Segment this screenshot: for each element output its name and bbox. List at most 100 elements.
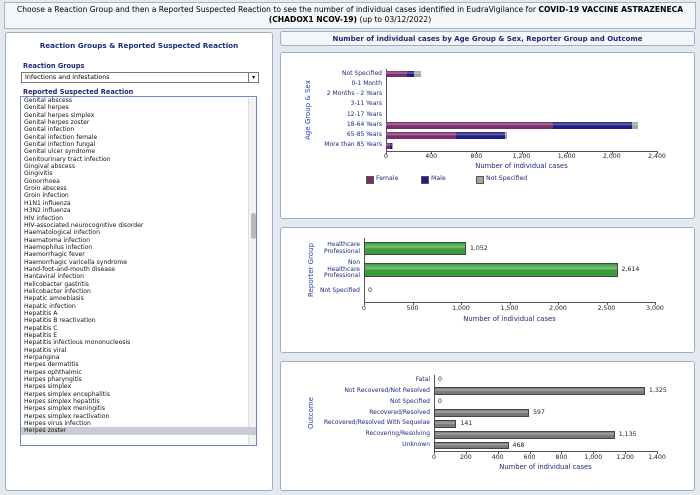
- reaction-item[interactable]: Genital herpes: [24, 104, 69, 112]
- reaction-item[interactable]: Genital infection female: [24, 133, 98, 141]
- reaction-item[interactable]: Hand-foot-and-mouth disease: [24, 265, 115, 273]
- reaction-item[interactable]: Gonorrhoea: [24, 177, 60, 185]
- reaction-item[interactable]: Herpes ophthalmic: [24, 368, 82, 376]
- reaction-item[interactable]: Genital infection fungal: [24, 141, 96, 149]
- reaction-item[interactable]: Genitourinary tract infection: [24, 155, 111, 163]
- tick-mark: [412, 302, 414, 305]
- tick-mark: [625, 451, 627, 454]
- reaction-item[interactable]: HIV-associated neurocognitive disorder: [24, 221, 144, 229]
- x-tick-label: 500: [406, 305, 419, 312]
- reaction-item[interactable]: Genital ulcer syndrome: [24, 148, 96, 156]
- axis-line: [386, 69, 387, 151]
- bar-segment: [553, 122, 633, 129]
- x-axis-title: Number of individual cases: [475, 162, 568, 170]
- bar: [364, 242, 467, 256]
- reaction-item[interactable]: Herpes simplex: [24, 383, 72, 391]
- reaction-item[interactable]: Gingivitis: [24, 170, 53, 178]
- reaction-item[interactable]: Hepatic infection: [24, 302, 76, 310]
- reaction-item[interactable]: Hepatitis B reactivation: [24, 317, 96, 325]
- tick-mark: [465, 451, 467, 454]
- reaction-item[interactable]: Haemorrhagic varicella syndrome: [24, 258, 127, 266]
- tick-mark: [561, 451, 563, 454]
- category-label: Fatal: [415, 376, 430, 384]
- scrollbar[interactable]: [248, 98, 258, 445]
- reaction-item[interactable]: Hepatic amoebiasis: [24, 295, 84, 303]
- legend-swatch: [366, 176, 374, 184]
- reaction-item[interactable]: Haemophilus infection: [24, 243, 93, 251]
- group-value: Infections and infestations: [25, 73, 110, 81]
- reaction-item[interactable]: Hantaviral infection: [24, 273, 84, 281]
- reaction-item[interactable]: Haemorrhagic fever: [24, 251, 85, 259]
- bar-segment: [632, 122, 639, 129]
- bar-segment: [407, 70, 415, 78]
- reaction-item[interactable]: Genital abscess: [24, 97, 73, 104]
- reaction-item[interactable]: H1N1 influenza: [24, 199, 71, 207]
- category-label: Recovered/Resolved: [369, 408, 430, 416]
- x-tick-label: 1,500: [500, 305, 519, 312]
- bar-segment: [389, 142, 392, 150]
- bar: [434, 430, 615, 439]
- reaction-item[interactable]: Helicobacter gastritis: [24, 280, 89, 288]
- reaction-list: Genital abscess Genital herpes Genital her…: [20, 96, 257, 446]
- reaction-item[interactable]: Haematological infection: [24, 229, 101, 237]
- tick-mark: [509, 302, 511, 305]
- product-name: COVID-19 VACCINE ASTRAZENECA (CHADOX1 NC…: [268, 5, 684, 24]
- reaction-item[interactable]: Herpes simplex meningitis: [24, 405, 106, 413]
- reaction-item[interactable]: Helicobacter infection: [24, 287, 91, 295]
- reaction-item[interactable]: Groin infection: [24, 192, 69, 200]
- tick-mark: [529, 451, 531, 454]
- legend-label: Male: [431, 175, 446, 182]
- x-tick-label: 1,400: [648, 454, 666, 461]
- x-tick-label: 0: [362, 305, 366, 312]
- reaction-item[interactable]: Gingival abscess: [24, 163, 76, 171]
- tick-mark: [434, 451, 435, 454]
- reaction-item[interactable]: Groin abscess: [24, 185, 67, 193]
- reaction-item[interactable]: Genital herpes simplex: [24, 111, 95, 119]
- tick-mark: [558, 302, 559, 305]
- axis-line: [434, 451, 657, 452]
- legend-label: Female: [376, 175, 399, 182]
- scroll-thumb[interactable]: [251, 213, 256, 239]
- reaction-item[interactable]: HIV infection: [24, 214, 63, 222]
- tick-mark: [461, 302, 462, 305]
- dropdown-arrow[interactable]: ▾: [248, 73, 258, 82]
- category-label: Not Specified: [342, 69, 382, 77]
- group-select[interactable]: Infections and infestations ▾: [21, 72, 259, 83]
- reaction-item[interactable]: Herpes simplex hepatitis: [24, 398, 100, 406]
- reaction-item[interactable]: Hepatitis E: [24, 332, 58, 339]
- reaction-item[interactable]: Herpes simplex reactivation: [24, 412, 110, 420]
- x-tick-label: 1,000: [452, 305, 470, 312]
- category-label: 65-85 Years: [346, 131, 382, 139]
- reaction-item[interactable]: H3N2 influenza: [24, 207, 71, 215]
- value-label: 1,135: [618, 430, 637, 438]
- bar-segment: [386, 132, 456, 139]
- reaction-item[interactable]: Genital herpes zoster: [24, 119, 90, 127]
- bar-segment: [386, 142, 390, 150]
- value-label: 468: [512, 441, 525, 449]
- category-label: Not Specified: [320, 286, 360, 294]
- x-tick-label: 200: [459, 454, 472, 461]
- reaction-item[interactable]: Genital infection: [24, 126, 75, 134]
- reaction-item[interactable]: Herpes pharyngitis: [24, 376, 82, 384]
- reaction-item[interactable]: Hepatitis C: [24, 324, 58, 332]
- tick-mark: [386, 151, 387, 154]
- reaction-item[interactable]: Hepatitis A: [24, 309, 58, 317]
- reaction-item[interactable]: Haematoma infection: [24, 236, 90, 244]
- category-label: 0-1 Month: [351, 79, 382, 87]
- chart-panel: [280, 227, 695, 353]
- reaction-item[interactable]: Hepatitis viral: [24, 346, 67, 354]
- bar: [434, 409, 530, 417]
- reaction-item[interactable]: Herpes simplex encephalitis: [24, 390, 110, 398]
- tick-mark: [521, 151, 523, 154]
- reaction-item[interactable]: Herpes virus infection: [24, 420, 91, 428]
- x-tick-label: 1,200: [512, 153, 531, 160]
- reaction-item[interactable]: Hepatitis infectious mononucleosis: [24, 339, 131, 347]
- bar-segment: [414, 70, 421, 78]
- value-label: 1,052: [470, 244, 488, 252]
- bar-segment: [456, 132, 505, 139]
- reaction-item[interactable]: Herpes dermatitis: [24, 361, 79, 369]
- legend-swatch: [476, 176, 484, 184]
- bar: [364, 263, 618, 277]
- reaction-item[interactable]: Herpangina: [24, 354, 60, 362]
- reaction-item[interactable]: Herpes zoster: [21, 427, 256, 435]
